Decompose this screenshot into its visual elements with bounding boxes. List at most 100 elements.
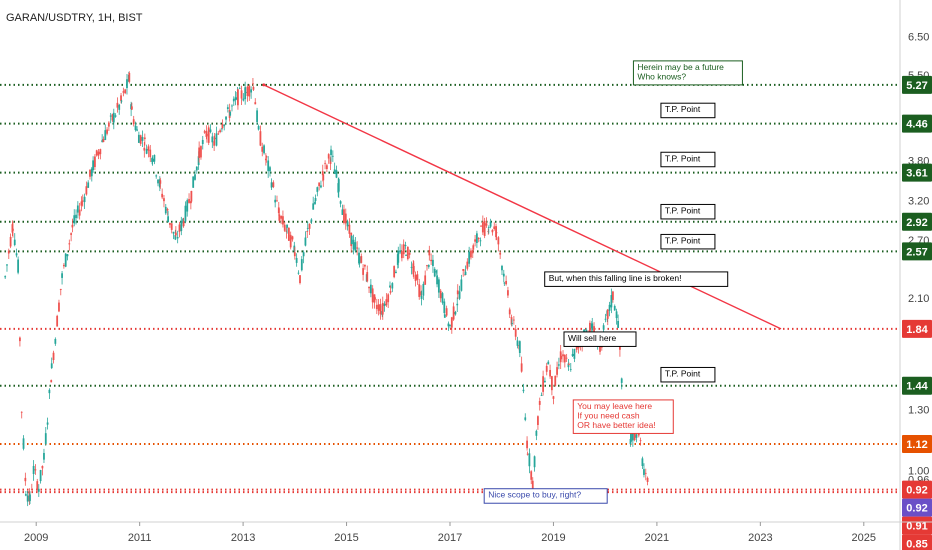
price-candle xyxy=(111,114,114,121)
annotation-box xyxy=(660,366,716,383)
price-candle xyxy=(538,400,541,405)
price-candle xyxy=(503,282,506,284)
price-candle xyxy=(215,133,218,146)
price-candle xyxy=(43,452,45,460)
price-candle xyxy=(188,199,190,203)
price-candle xyxy=(78,209,81,216)
price-candle xyxy=(50,380,53,383)
price-candle xyxy=(22,438,25,449)
x-tick-label: 2023 xyxy=(748,532,772,544)
price-candle xyxy=(456,290,459,295)
annotation-box xyxy=(544,271,729,287)
price-candle xyxy=(172,231,175,234)
price-candle xyxy=(485,223,488,226)
price-candle xyxy=(161,193,164,198)
price-candle xyxy=(182,218,185,224)
price-candle xyxy=(32,465,35,475)
price-candle xyxy=(360,256,363,263)
price-candle xyxy=(182,221,185,227)
price-candle xyxy=(450,317,453,328)
price-candle xyxy=(58,302,60,312)
x-tick-label: 2013 xyxy=(231,532,255,544)
price-candle xyxy=(94,156,96,168)
annotation-box xyxy=(632,60,743,86)
price-candle xyxy=(314,198,317,201)
price-candle xyxy=(252,83,254,85)
price-candle xyxy=(29,494,31,501)
price-candle xyxy=(302,252,305,257)
price-candle xyxy=(157,179,159,184)
price-badge: 4.46 xyxy=(902,114,932,133)
price-candle xyxy=(136,129,138,131)
price-badge: 1.12 xyxy=(902,434,932,453)
price-badge-label: 2.92 xyxy=(906,217,927,229)
price-candle xyxy=(184,205,187,222)
price-candle xyxy=(619,345,621,350)
price-badge-bg xyxy=(902,434,932,453)
price-candle xyxy=(343,209,345,223)
y-tick-label: 2.10 xyxy=(908,293,929,305)
price-candle xyxy=(24,494,27,496)
price-candle xyxy=(454,311,457,315)
price-candle xyxy=(190,190,193,202)
price-candle xyxy=(439,290,442,299)
price-candle xyxy=(139,135,142,144)
price-candle xyxy=(44,433,47,445)
price-candle xyxy=(167,216,170,223)
price-badge-bg xyxy=(902,242,932,261)
price-badge-bg xyxy=(902,376,932,395)
price-candle xyxy=(571,353,574,357)
price-candle xyxy=(321,171,324,176)
price-badge-label: 1.12 xyxy=(906,439,927,451)
price-candle xyxy=(194,174,196,180)
y-axis: 6.505.504.503.803.202.702.101.301.000.96… xyxy=(899,0,932,550)
price-candle xyxy=(377,304,380,311)
price-candle xyxy=(66,254,69,257)
price-badge-label: 4.46 xyxy=(906,119,927,131)
price-candle xyxy=(149,149,152,158)
price-badge: 2.92 xyxy=(902,212,932,231)
price-badge-bg xyxy=(902,163,932,182)
price-candle xyxy=(430,259,433,262)
price-candle xyxy=(52,352,55,361)
price-candle xyxy=(613,305,616,311)
price-candle xyxy=(567,363,570,368)
price-candle xyxy=(495,232,498,234)
price-candle xyxy=(109,115,112,117)
price-candle xyxy=(426,265,428,267)
price-candle xyxy=(544,380,546,382)
price-candle xyxy=(213,137,216,140)
price-candle xyxy=(522,389,525,392)
price-candle xyxy=(200,146,202,158)
price-candle xyxy=(81,200,84,202)
price-candle xyxy=(71,224,74,228)
price-badge: 0.91 xyxy=(902,516,932,535)
price-candle xyxy=(242,98,245,101)
price-badge: 2.57 xyxy=(902,242,932,261)
price-candle xyxy=(13,239,16,245)
price-candle xyxy=(237,89,239,106)
annotation: T.P. Point xyxy=(660,203,716,220)
y-tick-label: 6.50 xyxy=(908,31,929,43)
price-candle xyxy=(285,230,288,232)
price-candle xyxy=(545,365,548,372)
price-candle xyxy=(371,288,374,303)
price-candle xyxy=(170,223,173,230)
price-badge: 3.61 xyxy=(902,163,932,182)
price-candle xyxy=(293,252,296,257)
price-candle xyxy=(354,242,357,251)
price-candle xyxy=(533,456,536,468)
price-candle xyxy=(331,155,334,157)
price-candle xyxy=(602,325,605,330)
price-badge-label: 1.44 xyxy=(906,381,928,393)
price-candle xyxy=(104,130,107,140)
price-candle xyxy=(62,264,65,267)
price-candle xyxy=(130,106,133,110)
price-badge: 0.92 xyxy=(902,498,932,517)
price-candle xyxy=(90,168,93,177)
price-candle xyxy=(163,198,165,202)
price-candle xyxy=(530,471,533,480)
price-candle xyxy=(15,253,18,256)
